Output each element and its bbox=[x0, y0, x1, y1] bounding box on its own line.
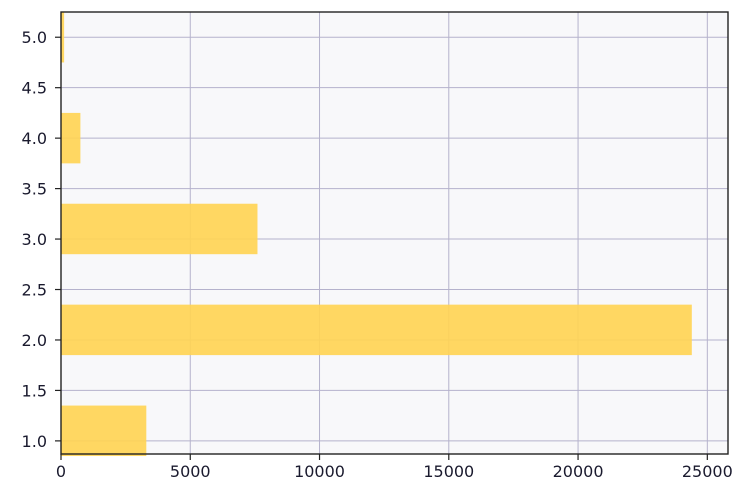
bar bbox=[61, 203, 258, 255]
y-tick-label: 1.5 bbox=[22, 381, 47, 400]
y-tick-label: 4.0 bbox=[22, 129, 47, 148]
y-tick-label: 1.0 bbox=[22, 432, 47, 451]
bars bbox=[61, 12, 692, 457]
y-tick-label: 2.5 bbox=[22, 281, 47, 300]
x-tick-label: 20000 bbox=[553, 462, 604, 481]
bar bbox=[61, 304, 692, 356]
y-tick-label: 3.0 bbox=[22, 230, 47, 249]
x-tick-label: 0 bbox=[56, 462, 66, 481]
bar bbox=[61, 112, 81, 164]
y-tick-label: 5.0 bbox=[22, 28, 47, 47]
y-tick-label: 4.5 bbox=[22, 79, 47, 98]
x-tick-label: 5000 bbox=[170, 462, 211, 481]
plot-frame bbox=[60, 11, 729, 455]
y-tick-label: 2.0 bbox=[22, 331, 47, 350]
bar bbox=[61, 12, 65, 63]
y-axis-ticks: 1.0 1.5 2.0 2.5 3.0 3.5 4.0 4.5 5.0 bbox=[22, 28, 61, 451]
x-tick-label: 15000 bbox=[423, 462, 474, 481]
x-tick-label: 10000 bbox=[294, 462, 345, 481]
y-tick-label: 3.5 bbox=[22, 180, 47, 199]
x-axis-ticks: 0 5000 10000 15000 20000 25000 bbox=[56, 454, 733, 481]
bar bbox=[61, 405, 147, 457]
x-tick-label: 25000 bbox=[682, 462, 733, 481]
